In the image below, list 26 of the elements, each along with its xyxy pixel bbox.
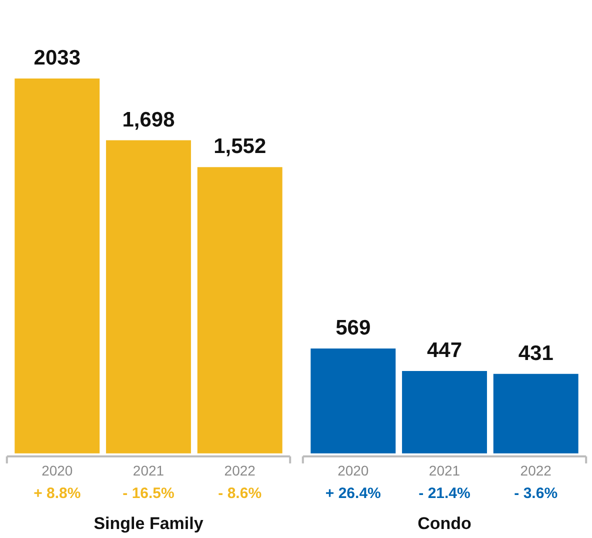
bar: [493, 374, 578, 454]
x-tick-label: 2022: [224, 462, 256, 478]
bar: [106, 140, 191, 454]
text: + 8.8%: [34, 484, 81, 502]
bar: [197, 167, 282, 454]
data-label: 447: [426, 338, 462, 362]
bar: [14, 78, 100, 454]
text: - 8.6%: [218, 484, 262, 502]
x-tick-label: 2021: [428, 462, 460, 478]
text: Condo: [418, 514, 472, 533]
data-label: 2033: [34, 46, 80, 70]
text: Single Family: [94, 514, 204, 533]
x-tick-label: 2020: [338, 462, 369, 478]
x-tick-label: 2021: [132, 462, 164, 478]
x-tick-label: 2022: [520, 462, 552, 478]
text: + 26.4%: [325, 484, 381, 502]
text: - 16.5%: [122, 484, 174, 502]
bar: [310, 348, 396, 454]
data-label: 1,698: [122, 108, 176, 132]
text: - 21.4%: [418, 484, 470, 502]
text: - 3.6%: [514, 484, 558, 502]
x-tick-label: 2020: [42, 462, 73, 478]
data-label: 1,552: [214, 135, 266, 158]
data-label: 569: [336, 316, 371, 340]
bar: [402, 370, 487, 454]
data-label: 431: [518, 342, 554, 365]
